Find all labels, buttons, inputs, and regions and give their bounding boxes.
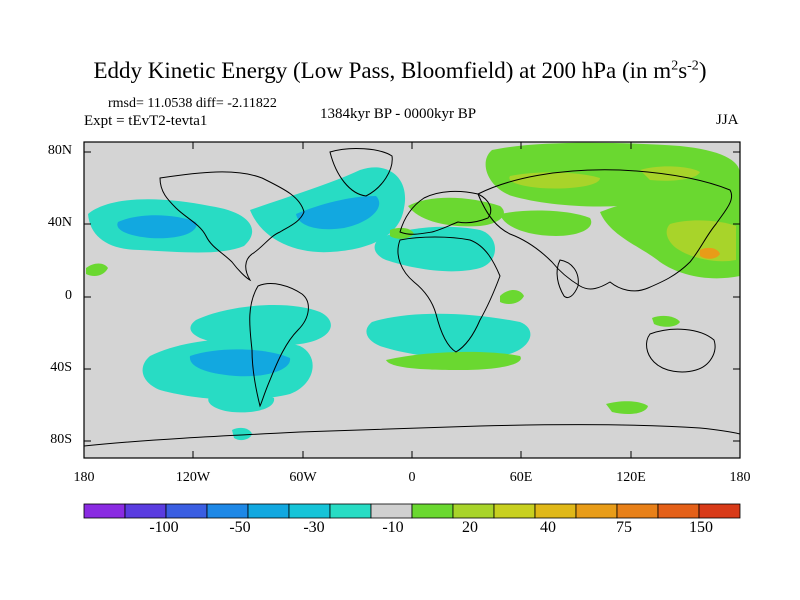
contour-north-atlantic-core <box>296 196 380 230</box>
colorbar-swatch <box>698 503 741 519</box>
colorbar-label: 150 <box>689 519 713 536</box>
colorbar-swatch <box>616 503 659 519</box>
y-tick-label-0: 0 <box>65 288 72 303</box>
x-tick-label-180w: 180 <box>73 470 95 485</box>
x-tick-label-120w: 120W <box>175 470 211 485</box>
colorbar-label: -50 <box>229 519 251 536</box>
contour-arctic-positive <box>485 142 740 207</box>
colorbar-swatch <box>165 503 208 519</box>
colorbar-label: 75 <box>616 519 632 536</box>
season-label: JJA <box>716 112 739 128</box>
y-tick-label-40n: 40N <box>47 215 72 230</box>
experiment-label: Expt = tEvT2-tevta1 <box>84 113 208 129</box>
contour-southern-indian-positive <box>606 401 648 414</box>
x-ticks <box>83 142 741 458</box>
x-tick-label-0: 0 <box>408 470 416 485</box>
colorbar-label: -30 <box>303 519 325 536</box>
colorbar-swatch <box>411 503 454 519</box>
colorbar-label: 40 <box>540 519 556 536</box>
contour-fields <box>84 142 740 447</box>
contour-europe-positive <box>408 197 504 227</box>
colorbar-label: -10 <box>382 519 404 536</box>
x-tick-label-120e: 120E <box>616 470 646 485</box>
colorbar-swatch <box>206 503 249 519</box>
contour-northeast-asia-core <box>666 220 736 262</box>
colorbar-swatch <box>329 503 372 519</box>
colorbar-swatch <box>575 503 618 519</box>
colorbar-swatch <box>657 503 700 519</box>
contour-south-atlantic-negative <box>366 313 531 359</box>
contour-australia-positive <box>652 315 680 327</box>
colorbar-swatch <box>452 503 495 519</box>
colorbar-label: -100 <box>149 519 179 536</box>
colorbar-swatch <box>370 503 413 519</box>
contour-africa-positive <box>500 290 524 304</box>
contour-pacific-maximum <box>700 247 720 259</box>
contour-south-pacific-negative <box>190 305 331 347</box>
colorbar-swatch <box>493 503 536 519</box>
colorbar <box>83 503 741 519</box>
period-label: 1384kyr BP - 0000kyr BP <box>320 106 477 122</box>
x-tick-label-180e: 180 <box>729 470 751 485</box>
colorbar-swatch <box>124 503 167 519</box>
contour-small-south <box>232 427 252 441</box>
y-tick-label-40s: 40S <box>50 360 72 375</box>
y-ticks <box>84 151 740 442</box>
colorbar-swatch <box>247 503 290 519</box>
chart-title: Eddy Kinetic Energy (Low Pass, Bloomfiel… <box>93 58 707 83</box>
colorbar-label: 20 <box>462 519 478 536</box>
contour-mideast-positive <box>500 210 592 236</box>
coastlines <box>84 148 740 447</box>
colorbar-swatch <box>534 503 577 519</box>
stats-label: rmsd= 11.0538 diff= -2.11822 <box>108 96 277 111</box>
contour-indian-ocean-positive <box>386 351 521 370</box>
contour-north-atlantic-green <box>390 227 414 239</box>
y-tick-label-80s: 80S <box>50 432 72 447</box>
x-tick-label-60w: 60W <box>289 470 317 485</box>
colorbar-swatch <box>83 503 126 519</box>
x-tick-label-60e: 60E <box>509 470 533 485</box>
contour-west-pacific-strip <box>86 263 108 276</box>
contour-north-pacific-core <box>117 215 197 239</box>
colorbar-swatch <box>288 503 331 519</box>
y-tick-label-80n: 80N <box>47 143 72 158</box>
contour-southeast-pacific-core <box>189 349 291 377</box>
